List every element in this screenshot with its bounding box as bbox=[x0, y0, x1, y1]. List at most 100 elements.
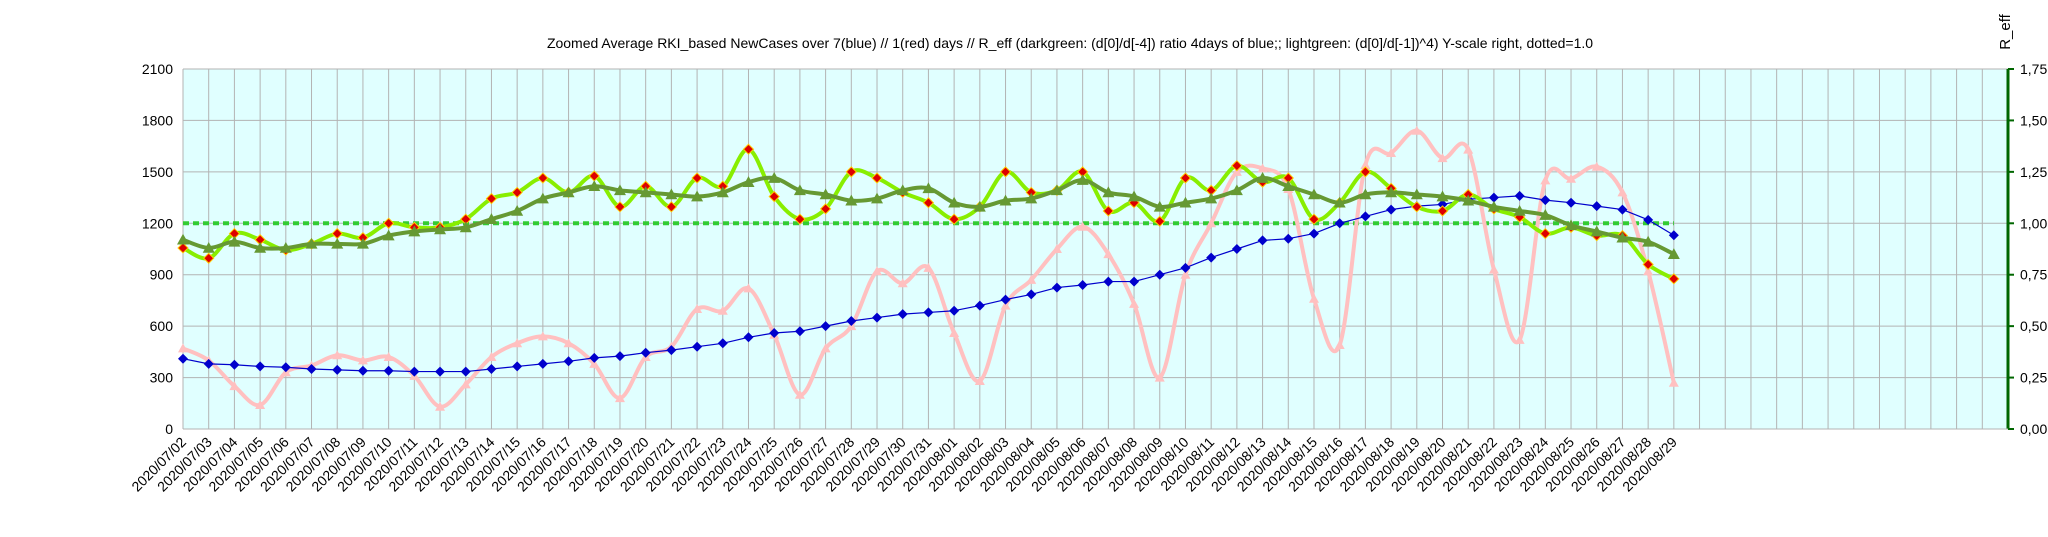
data-point-triangle bbox=[1000, 300, 1011, 310]
y-tick-label: 1200 bbox=[142, 215, 173, 231]
data-point-triangle bbox=[1566, 173, 1577, 183]
data-point-triangle bbox=[1385, 186, 1398, 198]
data-point-diamond bbox=[717, 338, 728, 349]
data-point-diamond bbox=[1540, 195, 1551, 206]
data-point-diamond bbox=[1129, 276, 1140, 287]
data-point-diamond bbox=[1334, 218, 1345, 229]
data-point-diamond-red bbox=[871, 172, 883, 184]
data-point-diamond bbox=[1000, 294, 1011, 305]
y2-tick-label: 1,25 bbox=[2020, 164, 2047, 180]
data-point-diamond bbox=[1077, 280, 1088, 290]
data-point-triangle bbox=[1643, 266, 1654, 276]
data-point-diamond-red bbox=[665, 201, 678, 213]
data-point-diamond bbox=[897, 309, 908, 320]
data-point-triangle bbox=[1257, 163, 1268, 173]
data-point-diamond bbox=[357, 365, 368, 376]
data-point-triangle bbox=[949, 328, 960, 337]
data-point-triangle bbox=[1103, 249, 1114, 259]
data-point-diamond bbox=[1231, 244, 1242, 254]
data-point-triangle bbox=[435, 401, 446, 411]
data-point-triangle bbox=[383, 352, 394, 361]
data-point-triangle bbox=[1282, 180, 1295, 192]
data-point-triangle bbox=[279, 241, 292, 253]
data-point-diamond bbox=[1643, 214, 1654, 225]
data-point-diamond bbox=[1308, 228, 1319, 239]
data-point-triangle bbox=[1591, 161, 1602, 171]
data-point-diamond-red bbox=[794, 213, 806, 225]
y2-tick-label: 1,00 bbox=[2020, 215, 2047, 231]
data-point-diamond-red bbox=[382, 217, 395, 229]
data-point-diamond-red bbox=[819, 203, 832, 215]
data-point-diamond bbox=[409, 366, 420, 377]
data-point-triangle bbox=[1565, 219, 1578, 231]
axes bbox=[182, 68, 2014, 430]
data-point-diamond-red bbox=[1308, 213, 1320, 225]
data-point-triangle bbox=[1256, 172, 1269, 183]
data-point-diamond-red bbox=[1642, 258, 1654, 271]
data-point-diamond bbox=[1051, 282, 1062, 293]
data-point-triangle bbox=[1206, 218, 1217, 228]
data-point-triangle bbox=[1462, 194, 1475, 206]
data-point-triangle bbox=[485, 213, 498, 224]
data-point-diamond bbox=[820, 321, 831, 332]
data-point-diamond bbox=[666, 345, 677, 356]
data-point-diamond-red bbox=[742, 143, 755, 155]
data-point-triangle bbox=[1025, 192, 1038, 204]
data-point-triangle bbox=[562, 186, 575, 198]
data-point-triangle bbox=[1411, 125, 1422, 135]
data-point-triangle bbox=[1539, 209, 1552, 220]
data-point-diamond bbox=[1180, 262, 1191, 273]
data-point-triangle bbox=[1360, 160, 1371, 169]
data-point-triangle bbox=[511, 204, 524, 216]
data-point-triangle bbox=[459, 221, 472, 233]
data-point-diamond-red bbox=[1102, 205, 1115, 217]
data-point-triangle bbox=[691, 190, 704, 202]
data-point-diamond bbox=[332, 364, 343, 375]
data-point-diamond bbox=[1488, 192, 1499, 203]
data-point-triangle bbox=[229, 381, 240, 391]
data-point-diamond-red bbox=[948, 213, 960, 225]
data-point-diamond-red bbox=[1539, 227, 1552, 240]
data-point-triangle bbox=[1488, 264, 1499, 274]
data-point-triangle bbox=[177, 233, 189, 245]
data-point-triangle bbox=[178, 343, 188, 353]
data-point-triangle bbox=[1333, 196, 1346, 208]
data-point-triangle bbox=[820, 343, 831, 353]
data-point-triangle bbox=[1129, 298, 1140, 308]
y-tick-label: 300 bbox=[150, 370, 174, 386]
data-point-diamond-red bbox=[1231, 159, 1243, 172]
data-point-diamond-red bbox=[1154, 215, 1166, 227]
data-point-diamond bbox=[1437, 199, 1448, 210]
series-r-eff-darkgreen bbox=[177, 172, 1680, 259]
data-point-diamond bbox=[923, 307, 934, 318]
data-point-triangle bbox=[1642, 235, 1655, 247]
data-point-diamond bbox=[1566, 197, 1577, 208]
data-point-triangle bbox=[973, 200, 986, 212]
data-point-diamond bbox=[537, 358, 548, 369]
data-point-triangle bbox=[768, 172, 781, 183]
data-point-triangle bbox=[202, 241, 215, 253]
data-point-triangle bbox=[460, 379, 471, 389]
data-point-diamond bbox=[794, 326, 805, 337]
data-point-triangle bbox=[228, 235, 241, 247]
data-point-triangle bbox=[716, 186, 729, 198]
data-point-diamond-red bbox=[485, 192, 498, 205]
data-point-triangle bbox=[254, 241, 267, 253]
data-point-triangle bbox=[1617, 187, 1628, 197]
data-point-triangle bbox=[434, 223, 447, 235]
data-point-diamond bbox=[974, 300, 985, 311]
data-point-diamond bbox=[614, 351, 625, 362]
data-point-triangle bbox=[305, 237, 318, 249]
data-point-diamond-red bbox=[999, 166, 1012, 178]
data-point-triangle bbox=[1410, 188, 1423, 200]
data-point-triangle bbox=[1076, 174, 1089, 185]
data-point-diamond bbox=[1617, 204, 1628, 215]
data-point-diamond bbox=[872, 312, 883, 323]
data-point-diamond bbox=[306, 364, 317, 374]
data-point-diamond bbox=[1360, 211, 1371, 222]
data-point-triangle bbox=[486, 352, 497, 361]
plot-area bbox=[183, 69, 2008, 429]
data-point-triangle bbox=[1616, 231, 1629, 243]
data-point-diamond bbox=[512, 361, 523, 372]
data-point-triangle bbox=[1153, 200, 1166, 212]
